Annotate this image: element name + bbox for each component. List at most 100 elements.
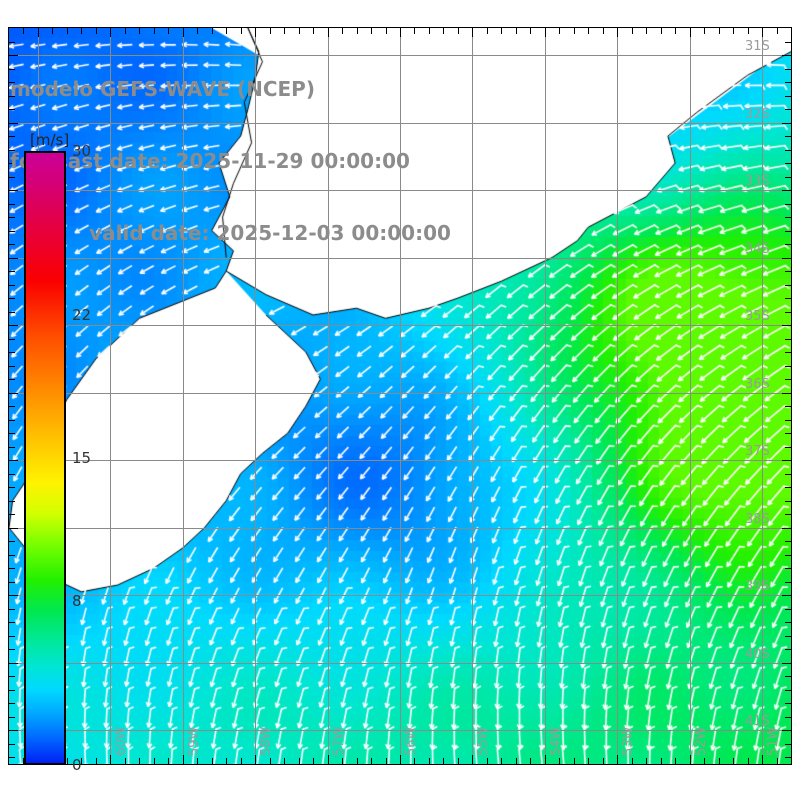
axis-tick-minor — [96, 28, 97, 34]
axis-tick-minor — [719, 28, 720, 34]
axis-tick-minor — [9, 568, 15, 569]
axis-tick-minor — [785, 703, 791, 704]
axis-tick-minor — [9, 717, 15, 718]
axis-tick-minor — [9, 231, 15, 232]
axis-tick-minor — [785, 258, 791, 259]
latitude-label: 32S — [745, 107, 770, 122]
axis-tick-minor — [9, 298, 15, 299]
longitude-label: 53W — [621, 726, 636, 756]
gridline-latitude — [9, 55, 791, 56]
axis-tick-minor — [785, 109, 791, 110]
axis-tick-minor — [661, 28, 662, 34]
axis-tick-minor — [270, 28, 271, 34]
gridline-longitude — [110, 28, 111, 764]
axis-tick-minor — [785, 325, 791, 326]
axis-tick-minor — [9, 514, 15, 515]
axis-tick-minor — [9, 96, 15, 97]
axis-tick-minor — [632, 758, 633, 764]
axis-tick-minor — [785, 69, 791, 70]
axis-tick-minor — [785, 204, 791, 205]
axis-tick-minor — [67, 28, 68, 34]
latitude-label: 40S — [745, 647, 770, 662]
colorbar-tick-label: 30 — [72, 142, 92, 160]
axis-tick-minor — [9, 352, 15, 353]
colorbar-gradient — [24, 151, 66, 765]
axis-tick-minor — [226, 758, 227, 764]
axis-tick-minor — [785, 393, 791, 394]
axis-tick-minor — [588, 28, 589, 34]
colorbar-tick-label: 22 — [72, 306, 92, 324]
axis-tick-minor — [9, 649, 15, 650]
axis-tick-minor — [414, 28, 415, 34]
latitude-label: 31S — [745, 39, 770, 54]
axis-tick-minor — [719, 758, 720, 764]
axis-tick-minor — [270, 758, 271, 764]
latitude-label: 41S — [745, 714, 770, 729]
axis-tick-minor — [785, 730, 791, 731]
axis-tick-minor — [9, 406, 15, 407]
axis-tick-minor — [9, 271, 15, 272]
latitude-label: 38S — [745, 512, 770, 527]
gridline-longitude — [400, 28, 401, 764]
gridline-latitude — [9, 595, 791, 596]
axis-tick-minor — [371, 28, 372, 34]
axis-tick-minor — [241, 758, 242, 764]
colorbar-unit-label: [m/s] — [30, 131, 70, 149]
axis-tick-minor — [9, 609, 15, 610]
axis-tick-minor — [748, 28, 749, 34]
gridline-latitude — [9, 190, 791, 191]
axis-tick-minor — [785, 285, 791, 286]
longitude-label: 51W — [766, 726, 781, 756]
axis-tick-minor — [9, 730, 15, 731]
axis-tick-minor — [9, 123, 15, 124]
axis-tick-minor — [154, 758, 155, 764]
axis-tick-minor — [9, 501, 15, 502]
axis-tick-minor — [386, 28, 387, 34]
axis-tick-minor — [443, 758, 444, 764]
gridline-latitude — [9, 393, 791, 394]
axis-tick-minor — [9, 757, 15, 758]
axis-tick-minor — [785, 123, 791, 124]
axis-tick-minor — [785, 595, 791, 596]
gridline-longitude — [690, 28, 691, 764]
axis-tick-minor — [785, 568, 791, 569]
axis-tick-minor — [785, 217, 791, 218]
axis-tick-minor — [785, 528, 791, 529]
axis-tick-minor — [154, 28, 155, 34]
longitude-label: 60W — [114, 726, 129, 756]
axis-tick-minor — [785, 42, 791, 43]
gridline-longitude — [328, 28, 329, 764]
axis-tick-minor — [110, 28, 111, 34]
axis-tick-minor — [501, 758, 502, 764]
latitude-label: 35S — [745, 309, 770, 324]
longitude-label: 56W — [404, 726, 419, 756]
axis-tick-minor — [617, 758, 618, 764]
axis-tick-minor — [9, 528, 15, 529]
axis-tick-minor — [429, 28, 430, 34]
axis-tick-minor — [67, 758, 68, 764]
axis-tick-minor — [785, 649, 791, 650]
axis-tick-minor — [299, 758, 300, 764]
gridline-longitude — [617, 28, 618, 764]
axis-tick-minor — [785, 177, 791, 178]
axis-tick-minor — [9, 150, 15, 151]
axis-tick-minor — [9, 325, 15, 326]
axis-tick-minor — [675, 758, 676, 764]
axis-tick-minor — [777, 758, 778, 764]
colorbar[interactable]: 30 22 15 8 0 — [24, 142, 91, 774]
axis-tick-minor — [785, 487, 791, 488]
axis-tick-minor — [125, 758, 126, 764]
axis-tick-minor — [646, 28, 647, 34]
axis-tick-minor — [785, 460, 791, 461]
axis-tick-minor — [197, 28, 198, 34]
axis-tick-minor — [785, 582, 791, 583]
axis-tick-minor — [125, 28, 126, 34]
axis-tick-minor — [785, 717, 791, 718]
axis-tick-minor — [785, 190, 791, 191]
axis-tick-minor — [9, 339, 15, 340]
axis-tick-minor — [9, 460, 15, 461]
axis-tick-minor — [9, 622, 15, 623]
axis-tick-minor — [785, 406, 791, 407]
axis-tick-minor — [785, 555, 791, 556]
